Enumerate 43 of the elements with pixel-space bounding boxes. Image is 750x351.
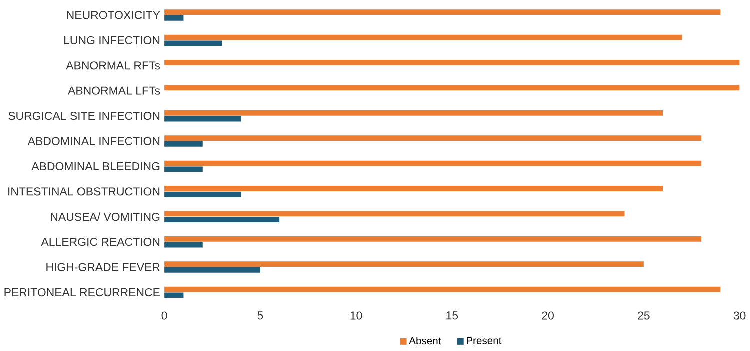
- y-tick-label: PERITONEAL RECURRENCE: [4, 288, 160, 297]
- bar: [164, 242, 203, 248]
- y-tick-label: ABDOMINAL BLEEDING: [32, 162, 160, 171]
- x-tick-label: 20: [542, 312, 554, 320]
- y-tick-label: NAUSEA/ VOMITING: [51, 212, 160, 222]
- bar: [164, 286, 721, 292]
- bar: [164, 34, 682, 40]
- y-tick-label: NEUROTOXICITY: [67, 11, 160, 20]
- bar: [164, 116, 242, 122]
- bar: [164, 292, 184, 298]
- bar: [164, 236, 702, 242]
- x-tick-label: 25: [638, 312, 650, 320]
- x-tick-label: 15: [446, 312, 458, 320]
- bar: [164, 262, 644, 268]
- bar: [164, 10, 721, 16]
- y-tick-label: ALLERGIC REACTION: [41, 238, 160, 246]
- y-tick-label: ABDOMINAL INFECTION: [28, 137, 160, 146]
- x-tick-label: 5: [258, 312, 264, 320]
- bar: [164, 268, 260, 274]
- x-tick-label: 30: [734, 312, 746, 320]
- bar: [164, 211, 625, 217]
- x-tick-label: 10: [350, 312, 362, 320]
- bar: [164, 217, 280, 223]
- bar: [164, 192, 242, 198]
- bar: [164, 110, 664, 116]
- y-tick-label: HIGH-GRADE FEVER: [46, 263, 160, 272]
- y-tick-label: INTESTINAL OBSTRUCTION: [8, 188, 160, 196]
- legend-label: Absent: [409, 337, 442, 345]
- y-tick-label: LUNG INFECTION: [64, 36, 160, 45]
- bar: [164, 142, 203, 147]
- y-tick-label: SURGICAL SITE INFECTION: [8, 112, 160, 120]
- y-tick-label: ABNORMAL RFTs: [66, 62, 160, 70]
- bar: [164, 40, 222, 46]
- legend-label: Present: [466, 337, 502, 345]
- bar: [164, 166, 203, 172]
- bar: [164, 136, 702, 142]
- bar: [164, 85, 740, 91]
- bar: [164, 60, 740, 66]
- x-tick-label: 0: [162, 312, 168, 320]
- bar: [164, 160, 702, 166]
- y-tick-label: ABNORMAL LFTs: [68, 86, 160, 95]
- bar: [164, 186, 664, 192]
- bar: [164, 16, 184, 21]
